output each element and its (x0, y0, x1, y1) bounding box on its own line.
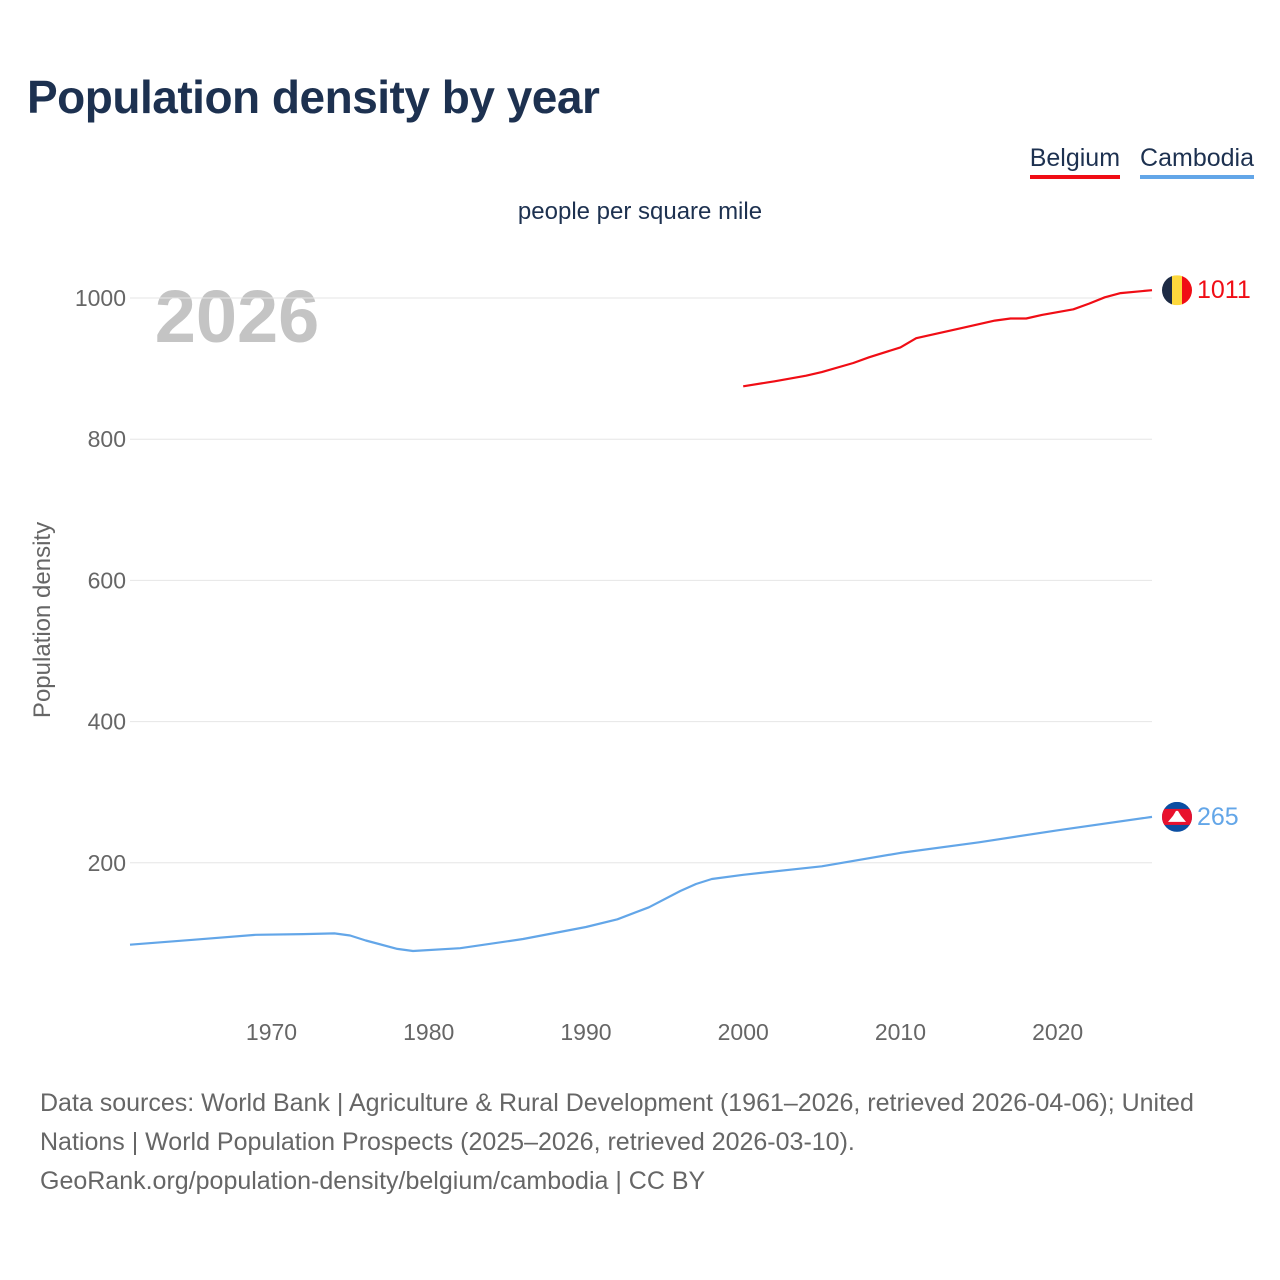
flag-body (1162, 275, 1192, 306)
chart-subtitle: people per square mile (517, 198, 763, 225)
legend-item-cambodia[interactable]: Cambodia (1140, 144, 1254, 179)
flag-stripe (1182, 275, 1192, 306)
x-tick-label: 1970 (246, 1019, 297, 1045)
data-sources: Data sources: World Bank | Agriculture &… (40, 1089, 1194, 1156)
year-watermark: 2026 (155, 275, 320, 358)
y-tick-label: 800 (88, 426, 126, 452)
y-tick-label: 1000 (75, 285, 126, 311)
legend: Belgium Cambodia (1029, 144, 1254, 179)
chart-title: Population density by year (27, 71, 600, 123)
belgium-flag-icon (1162, 275, 1192, 306)
angkor-wat-icon (1168, 810, 1186, 822)
flag-stripe (1162, 275, 1172, 306)
x-tick-label: 2010 (875, 1019, 926, 1045)
legend-item-belgium[interactable]: Belgium (1029, 144, 1121, 179)
cambodia-flag-icon (1162, 801, 1192, 832)
y-tick-label: 400 (88, 709, 126, 735)
y-tick-label: 600 (88, 567, 126, 593)
flag-stripe (1172, 275, 1182, 306)
series-line-belgium (743, 289, 1153, 388)
x-tick-label: 1980 (403, 1019, 454, 1045)
x-tick-label: 2000 (718, 1019, 769, 1045)
x-tick-label: 2020 (1032, 1019, 1083, 1045)
attribution-link[interactable]: GeoRank.org/population-density/belgium/c… (40, 1167, 706, 1195)
y-tick-label: 200 (88, 850, 126, 876)
flag-body (1162, 801, 1192, 832)
end-value-label-belgium: 1011 (1197, 276, 1251, 304)
series-line-cambodia (129, 815, 1153, 953)
footer: Data sources: World Bank | Agriculture &… (40, 1084, 1250, 1201)
x-tick-label: 1990 (560, 1019, 611, 1045)
y-axis-label: Population density (29, 522, 56, 718)
end-value-label-cambodia: 265 (1197, 803, 1239, 831)
